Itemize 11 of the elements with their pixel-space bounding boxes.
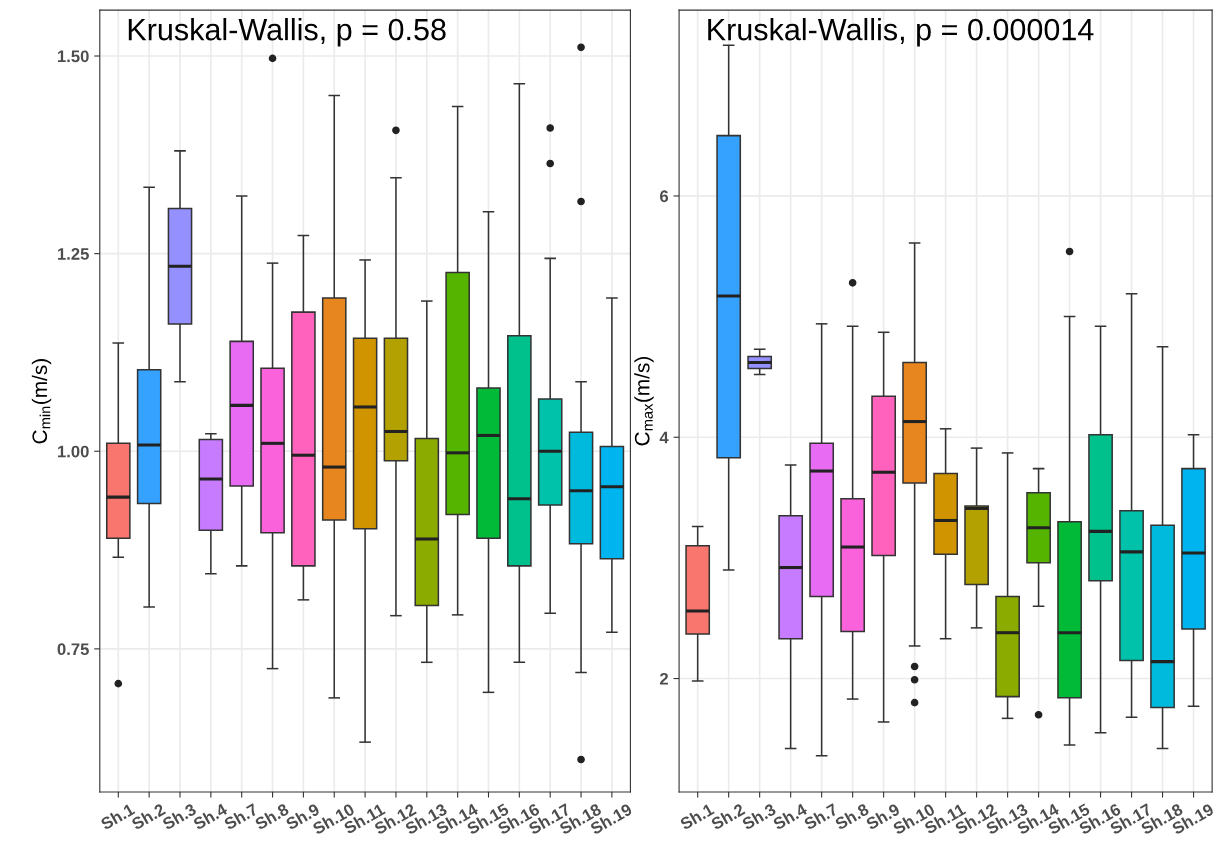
y-tick-label: 6 — [660, 190, 669, 203]
y-tick-label: 1.00 — [57, 445, 89, 458]
annotation: Kruskal-Wallis, p = 0.000014 — [708, 17, 1094, 47]
y-tick-label: 2 — [659, 672, 668, 685]
y-axis-title: C$_{max}$(m/s) — [634, 356, 654, 446]
y-tick-label: 1.50 — [57, 50, 89, 63]
y-tick-label: 0.75 — [57, 643, 89, 656]
y-tick-label: 4 — [659, 431, 669, 444]
annotation: Kruskal-Wallis, p = 0.58 — [128, 17, 446, 47]
y-tick-label: 1.25 — [57, 248, 89, 260]
y-axis-title: C$_{min}$(m/s) — [31, 359, 52, 444]
